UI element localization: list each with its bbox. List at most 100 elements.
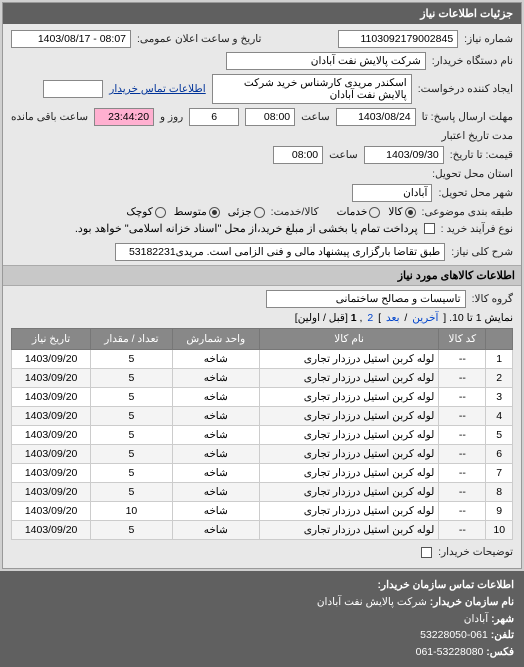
requester-label: ایجاد کننده درخواست: [418,83,513,95]
table-cell: لوله کربن استیل درزدار تجاری [259,445,438,464]
pager-next[interactable]: بعد [386,312,400,324]
buy-type-checkbox[interactable] [424,223,435,234]
deadline-time-field: 08:00 [245,108,295,126]
footer-tel-label: تلفن: [491,629,514,641]
time-left-field: 23:44:20 [94,108,154,126]
table-cell: 1403/09/20 [12,464,91,483]
buy-note: پرداخت تمام یا بخشی از مبلغ خرید،از محل … [75,222,418,235]
pager-p2[interactable]: 2 [367,312,373,324]
size-medium-option[interactable]: متوسط [174,206,220,218]
days-and-label: روز و [160,111,183,123]
table-row[interactable]: 6--لوله کربن استیل درزدار تجاریشاخه51403… [12,445,513,464]
table-cell: لوله کربن استیل درزدار تجاری [259,521,438,540]
table-row[interactable]: 3--لوله کربن استیل درزدار تجاریشاخه51403… [12,388,513,407]
table-row[interactable]: 4--لوله کربن استیل درزدار تجاریشاخه51403… [12,407,513,426]
location-label: استان محل تحویل: [432,168,513,180]
table-cell: -- [439,502,486,521]
kala-radio-group: کالا خدمات [337,206,416,218]
pager-last[interactable]: آخرین [412,312,438,324]
size-radio-group: جزئی متوسط کوچک [126,206,264,218]
table-cell: 5 [91,483,172,502]
footer-city-label: شهر: [491,613,514,625]
contact-empty-field [43,80,103,98]
city-field: آبادان [352,184,432,202]
radio-icon [369,207,380,218]
table-cell: 10 [486,521,513,540]
table-cell: 3 [486,388,513,407]
table-row[interactable]: 1--لوله کربن استیل درزدار تجاریشاخه51403… [12,350,513,369]
footer-org: شرکت پالایش نفت آبادان [317,596,427,608]
days-left-field: 6 [189,108,239,126]
footer-tel: 061-53228050 [420,629,488,641]
table-cell: 5 [91,521,172,540]
table-cell: 4 [486,407,513,426]
footer-title: اطلاعات تماس سازمان خریدار: [10,577,514,594]
announce-field: 08:07 - 1403/08/17 [11,30,131,48]
table-cell: 5 [91,426,172,445]
table-row[interactable]: 5--لوله کربن استیل درزدار تجاریشاخه51403… [12,426,513,445]
time-remain-label: ساعت باقی مانده [11,111,88,123]
table-row[interactable]: 8--لوله کربن استیل درزدار تجاریشاخه51403… [12,483,513,502]
table-cell: شاخه [172,369,259,388]
price-until-time: 08:00 [273,146,323,164]
table-cell: 5 [91,369,172,388]
table-cell: شاخه [172,483,259,502]
table-row[interactable]: 9--لوله کربن استیل درزدار تجاریشاخه10140… [12,502,513,521]
deadline-date-field: 1403/08/24 [336,108,416,126]
announce-label: تاریخ و ساعت اعلان عمومی: [137,33,261,45]
table-cell: 5 [91,350,172,369]
desc-field: طبق تقاضا بارگزاری پیشنهاد مالی و فنی ال… [115,243,445,261]
table-cell: 1403/09/20 [12,521,91,540]
org-field: شرکت پالایش نفت آبادان [226,52,426,70]
table-cell: لوله کربن استیل درزدار تجاری [259,483,438,502]
buyer-explain-label: توضیحات خریدار: [438,546,513,558]
radio-icon [254,207,265,218]
table-header [486,329,513,350]
table-cell: 5 [486,426,513,445]
table-header: تاریخ نیاز [12,329,91,350]
table-row[interactable]: 10--لوله کربن استیل درزدار تجاریشاخه5140… [12,521,513,540]
table-cell: 5 [91,464,172,483]
table-row[interactable]: 2--لوله کربن استیل درزدار تجاریشاخه51403… [12,369,513,388]
footer-org-label: نام سازمان خریدار: [430,596,514,608]
pager-text: نمایش 1 تا 10. [449,312,513,324]
radio-icon [155,207,166,218]
table-cell: لوله کربن استیل درزدار تجاری [259,388,438,407]
table-cell: 6 [486,445,513,464]
kala-radio-option[interactable]: کالا [388,206,415,218]
table-header: کد کالا [439,329,486,350]
table-header: نام کالا [259,329,438,350]
table-cell: 1403/09/20 [12,369,91,388]
group-label: گروه کالا: [472,293,513,305]
table-cell: 1403/09/20 [12,407,91,426]
main-panel: جزئیات اطلاعات نیاز شماره نیاز: 11030921… [2,2,522,569]
table-cell: 2 [486,369,513,388]
table-cell: -- [439,350,486,369]
table-row[interactable]: 7--لوله کربن استیل درزدار تجاریشاخه51403… [12,464,513,483]
table-cell: 1403/09/20 [12,445,91,464]
goods-section-title: اطلاعات کالاهای مورد نیاز [3,265,521,286]
table-cell: لوله کربن استیل درزدار تجاری [259,426,438,445]
table-cell: لوله کربن استیل درزدار تجاری [259,502,438,521]
table-cell: لوله کربن استیل درزدار تجاری [259,350,438,369]
contact-link[interactable]: اطلاعات تماس خریدار [109,83,205,95]
table-cell: -- [439,426,486,445]
city-label: شهر محل تحویل: [438,187,513,199]
size-small-option[interactable]: کوچک [126,206,165,218]
size-large-option[interactable]: جزئی [228,206,265,218]
pager-p1: 1 [351,312,357,324]
pager-first-prev: قبل / اولین [298,312,345,324]
table-cell: 9 [486,502,513,521]
table-cell: 1403/09/20 [12,502,91,521]
time-label-1: ساعت [301,111,330,123]
footer-fax-label: فکس: [486,646,514,658]
desc-label: شرح کلی نیاز: [451,246,513,258]
table-cell: لوله کربن استیل درزدار تجاری [259,407,438,426]
table-cell: 8 [486,483,513,502]
table-cell: شاخه [172,388,259,407]
table-cell: 5 [91,445,172,464]
kala-opt-label: کالا/خدمت: [271,206,319,218]
buyer-explain-checkbox[interactable] [421,547,432,558]
table-cell: -- [439,407,486,426]
khadamat-radio-option[interactable]: خدمات [337,206,381,218]
